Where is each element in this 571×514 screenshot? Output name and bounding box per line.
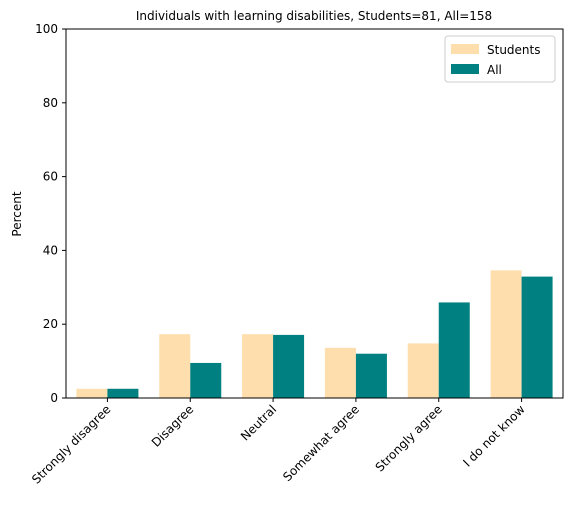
x-tick-label: I do not know [460,402,528,470]
bar-all-1 [190,362,222,398]
bar-all-3 [355,353,387,398]
y-tick-label: 20 [43,317,58,331]
bar-students-0 [76,388,108,398]
x-tick-label: Strongly agree [373,402,445,474]
x-tick-label: Strongly disagree [29,402,113,486]
bar-students-1 [159,334,191,398]
bar-all-5 [521,276,553,398]
bar-students-5 [490,270,522,398]
bar-students-2 [242,334,274,398]
legend-swatch-all [451,64,479,74]
legend-label-all: All [487,63,502,77]
y-tick-label: 100 [35,22,58,36]
x-tick-label: Disagree [149,402,197,450]
bar-all-0 [107,388,139,398]
y-tick-label: 60 [43,170,58,184]
bar-all-2 [273,334,305,398]
bar-students-4 [407,343,439,398]
y-tick-label: 40 [43,243,58,257]
legend-swatch-students [451,44,479,54]
x-tick-label: Neutral [238,402,279,443]
legend: Students All [444,35,556,83]
chart-title: Individuals with learning disabilities, … [136,9,492,23]
axes-frame [65,28,564,399]
bar-all-4 [438,302,470,398]
y-axis-label: Percent [10,191,24,236]
bar-students-3 [324,347,356,398]
plot-area: 0 20 40 60 80 100 Strongly disagree Disagree Neu… [29,22,564,487]
y-tick-label: 0 [50,391,58,405]
y-tick-label: 80 [43,96,58,110]
x-tick-label: Somewhat agree [280,402,362,484]
legend-label-students: Students [487,43,541,57]
